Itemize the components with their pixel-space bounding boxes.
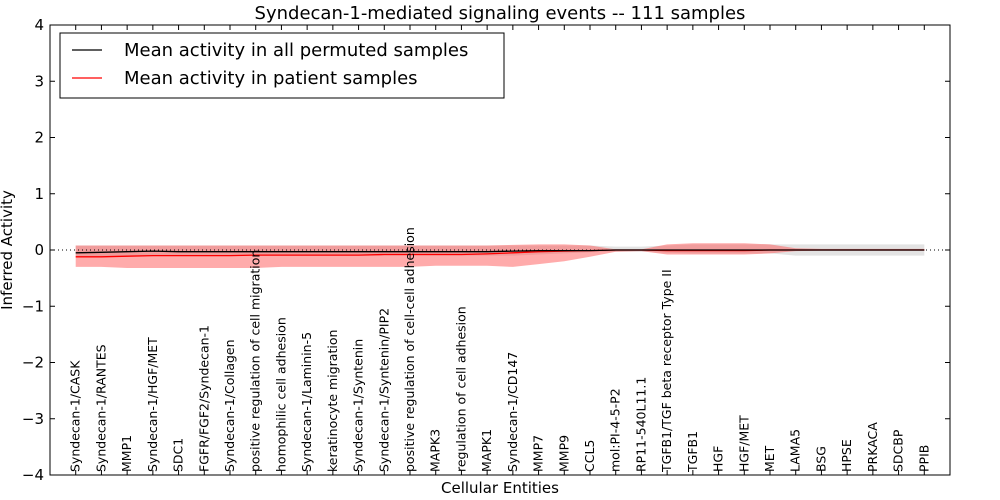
x-category-label: TGFB1 xyxy=(685,431,700,473)
x-category-label: LAMA5 xyxy=(788,429,803,472)
legend-box xyxy=(59,32,505,99)
x-category-label: keratinocyte migration xyxy=(325,330,340,472)
x-category-label: PPIB xyxy=(916,445,931,472)
x-category-label: MMP9 xyxy=(556,435,571,472)
y-tick-label: −3 xyxy=(22,410,44,428)
y-tick-label: 4 xyxy=(34,16,44,34)
x-category-label: Syndecan-1/Syntenin/PIP2 xyxy=(376,308,391,472)
x-category-label: MAPK3 xyxy=(428,429,443,472)
x-category-label: Syndecan-1/Collagen xyxy=(222,339,237,472)
x-category-label: Syndecan-1/RANTES xyxy=(93,344,108,472)
legend-label-permuted: Mean activity in all permuted samples xyxy=(124,40,468,61)
x-category-label: FGFR/FGF2/Syndecan-1 xyxy=(196,325,211,472)
chart-title: Syndecan-1-mediated signaling events -- … xyxy=(255,3,746,24)
x-category-label: BSG xyxy=(813,446,828,472)
y-tick-label: −4 xyxy=(22,466,44,484)
x-category-label: HGF/MET xyxy=(736,415,751,472)
x-axis-label: Cellular Entities xyxy=(441,479,559,497)
x-category-label: MMP7 xyxy=(531,435,546,472)
y-axis-label: Inferred Activity xyxy=(0,190,16,310)
x-category-label: mol:PI-4-5-P2 xyxy=(608,388,623,472)
y-tick-label: 3 xyxy=(34,72,44,90)
plot-area: −4 −3 −2 −1 0 1 2 3 4 Syndecan-1/CASK Syndecan-1/R… xyxy=(22,16,951,484)
legend: Mean activity in all permuted samples Me… xyxy=(59,32,505,99)
y-tick-label: 1 xyxy=(34,185,44,203)
x-category-label: Syndecan-1/Syntenin xyxy=(351,339,366,472)
x-category-label: Syndecan-1/Laminin-5 xyxy=(299,332,314,472)
y-tick-label: −2 xyxy=(22,354,44,372)
x-category-label: Syndecan-1/CD147 xyxy=(505,352,520,472)
x-category-label: homophilic cell adhesion xyxy=(273,317,288,472)
x-category-label: PRKACA xyxy=(865,422,880,472)
x-category-label: MAPK1 xyxy=(479,429,494,472)
y-tick-label: 2 xyxy=(34,129,44,147)
x-category-label: SDC1 xyxy=(171,438,186,472)
x-category-label: RP11-540L11.1 xyxy=(633,377,648,472)
x-category-label: SDCBP xyxy=(891,429,906,472)
x-category-label: Syndecan-1/HGF/MET xyxy=(145,337,160,472)
x-category-label: Syndecan-1/CASK xyxy=(68,360,83,472)
x-category-label: MMP1 xyxy=(119,435,134,472)
x-category-label: CCL5 xyxy=(582,440,597,472)
x-category-label: positive regulation of cell migration xyxy=(248,250,263,472)
y-tick-label: 0 xyxy=(34,241,44,259)
x-category-label: HGF xyxy=(711,446,726,472)
x-category-label: positive regulation of cell-cell adhesio… xyxy=(402,227,417,472)
series-line-permuted xyxy=(75,249,925,254)
x-category-label: HPSE xyxy=(839,439,854,472)
band-permuted xyxy=(75,244,925,257)
x-category-label: MET xyxy=(762,445,777,472)
x-category-label: regulation of cell adhesion xyxy=(453,306,468,472)
y-tick-label: −1 xyxy=(22,297,44,315)
legend-label-patient: Mean activity in patient samples xyxy=(124,68,418,89)
x-category-label: TGFB1/TGF beta receptor Type II xyxy=(659,269,674,473)
